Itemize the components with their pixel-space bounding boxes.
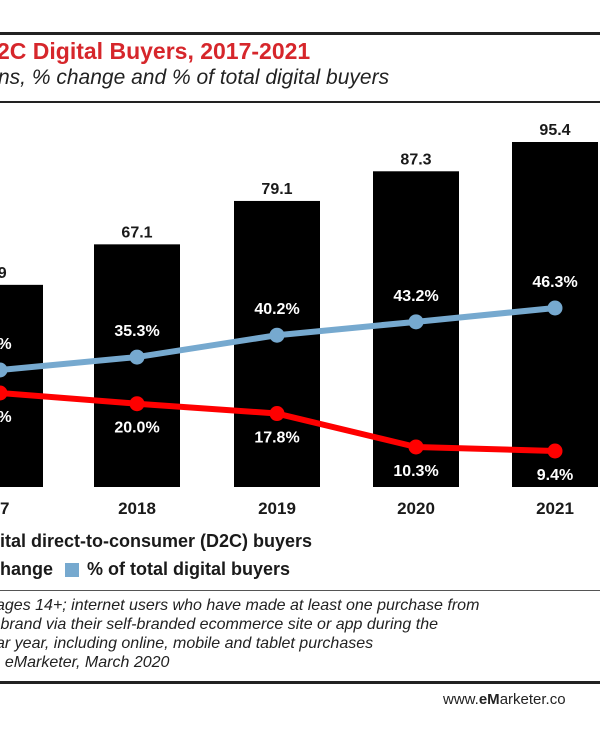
bar-2018 bbox=[94, 244, 180, 487]
share-of-total-point bbox=[269, 327, 285, 343]
bottom-rule bbox=[0, 681, 600, 684]
x-tick-label: 2021 bbox=[536, 499, 574, 518]
share-of-total-point bbox=[408, 314, 424, 330]
share-of-total-point bbox=[547, 300, 563, 316]
bar-2019 bbox=[234, 200, 320, 487]
pct-change-point bbox=[0, 385, 8, 401]
bar-value-label: 87.3 bbox=[400, 151, 431, 168]
pct-change-point bbox=[408, 439, 424, 455]
share-of-total-label: 35.3% bbox=[114, 323, 159, 340]
legend-row-lines: hange % of total digital buyers bbox=[0, 559, 290, 580]
share-of-total-label: 40.2% bbox=[254, 301, 299, 318]
legend-label-change: hange bbox=[0, 559, 54, 579]
x-tick-label: 2020 bbox=[397, 499, 435, 518]
chart-notes: ages 14+; internet users who have made a… bbox=[0, 597, 480, 671]
share-of-total-label: 4% bbox=[0, 336, 12, 353]
share-of-total-point bbox=[0, 362, 8, 378]
x-tick-label: 17 bbox=[0, 499, 9, 518]
x-tick-label: 2019 bbox=[258, 499, 296, 518]
pct-change-label: 10.3% bbox=[393, 463, 438, 480]
pct-change-point bbox=[269, 406, 285, 422]
chart-subtitle: ns, % change and % of total digital buye… bbox=[0, 66, 390, 89]
x-tick-label: 2018 bbox=[118, 499, 156, 518]
pct-change-label: 9.4% bbox=[537, 467, 573, 484]
bar-value-label: .9 bbox=[0, 265, 7, 282]
chart-title: 2C Digital Buyers, 2017-2021 bbox=[0, 38, 311, 64]
bar-value-label: 67.1 bbox=[121, 224, 152, 241]
brand-url: www.eMarketer.co bbox=[443, 691, 566, 708]
pct-change-label: 20.0% bbox=[114, 420, 159, 437]
bar-value-label: 79.1 bbox=[261, 181, 292, 198]
pct-change-label: 17.8% bbox=[254, 430, 299, 447]
share-of-total-label: 46.3% bbox=[532, 274, 577, 291]
notes-rule bbox=[0, 590, 600, 591]
share-of-total-label: 43.2% bbox=[393, 288, 438, 305]
legend-label-bars: ital direct-to-consumer (D2C) buyers bbox=[0, 531, 313, 551]
pct-change-label: 4% bbox=[0, 409, 12, 426]
legend-label-share: % of total digital buyers bbox=[87, 559, 291, 579]
pct-change-point bbox=[129, 396, 145, 412]
share-of-total-point bbox=[129, 349, 145, 365]
chart-plot: .9 67.1 79.1 87.3 95.4 4% 35.3% 40.2% 43.2% 46.3%… bbox=[0, 122, 598, 518]
pct-change-point bbox=[547, 443, 563, 459]
bar-value-label: 95.4 bbox=[539, 122, 570, 139]
legend-row-bars: ital direct-to-consumer (D2C) buyers bbox=[0, 531, 312, 552]
subtitle-rule bbox=[0, 101, 600, 103]
top-rule bbox=[0, 32, 600, 35]
legend-swatch-share bbox=[65, 562, 80, 577]
bar-17 bbox=[0, 284, 43, 487]
